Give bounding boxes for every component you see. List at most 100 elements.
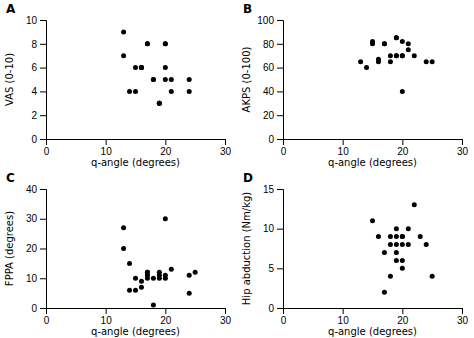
x-tick-label: 20 — [160, 315, 172, 326]
y-tick: 10 — [26, 273, 46, 284]
point — [394, 35, 399, 40]
y-tick: 6 — [31, 62, 46, 73]
point — [400, 234, 405, 239]
y-tick-mark — [40, 115, 46, 116]
y-tick: 5 — [268, 263, 283, 274]
x-tick-label: 20 — [160, 146, 172, 157]
y-tick-mark — [40, 20, 46, 21]
point — [400, 258, 405, 263]
x-tick-label: 10 — [338, 146, 350, 157]
x-tick-label: 30 — [220, 315, 232, 326]
x-tick: 0 — [281, 139, 287, 157]
x-tick-mark — [225, 139, 226, 145]
point — [364, 65, 369, 70]
x-tick: 0 — [44, 139, 50, 157]
y-tick: 100 — [257, 15, 283, 26]
x-tick-label: 10 — [101, 315, 113, 326]
point — [388, 242, 393, 247]
point — [388, 59, 393, 64]
point — [382, 41, 387, 46]
x-tick-mark — [165, 308, 166, 314]
panel-label: C — [6, 171, 15, 185]
y-tick-label: 2 — [31, 110, 37, 121]
point — [133, 89, 138, 94]
y-tick: 0 — [31, 303, 46, 314]
points — [358, 35, 435, 94]
point — [394, 258, 399, 263]
y-tick-mark — [40, 308, 46, 309]
y-axis-title: AKPS (0-100) — [241, 47, 252, 113]
point — [151, 303, 156, 308]
y-tick: 2 — [31, 110, 46, 121]
x-axis: 0 10 20 30 — [281, 139, 469, 157]
point — [394, 35, 399, 40]
point — [418, 234, 423, 239]
x-tick: 20 — [397, 139, 409, 157]
point — [169, 89, 174, 94]
y-tick-label: 10 — [263, 223, 275, 234]
x-tick-label: 30 — [457, 315, 469, 326]
y-tick-label: 15 — [263, 184, 275, 195]
x-tick-mark — [106, 308, 107, 314]
x-tick: 0 — [44, 308, 50, 326]
y-tick: 20 — [26, 243, 46, 254]
point — [394, 53, 399, 58]
point — [430, 274, 435, 279]
point — [151, 77, 156, 82]
point — [127, 261, 132, 266]
y-tick-mark — [277, 91, 283, 92]
x-tick-label: 0 — [281, 315, 287, 326]
point — [406, 226, 411, 231]
point — [400, 89, 405, 94]
point — [394, 226, 399, 231]
x-tick-label: 0 — [44, 146, 50, 157]
y-tick-mark — [40, 139, 46, 140]
y-tick: 0 — [268, 134, 283, 145]
point — [388, 274, 393, 279]
y-tick-mark — [277, 20, 283, 21]
point — [187, 291, 192, 296]
y-tick-label: 0 — [31, 134, 37, 145]
y-tick: 4 — [31, 86, 46, 97]
x-tick-label: 20 — [397, 146, 409, 157]
x-axis-line — [47, 140, 226, 146]
x-axis-title: q-angle (degrees) — [91, 326, 180, 337]
y-tick: 10 — [26, 15, 46, 26]
y-tick-mark — [277, 308, 283, 309]
x-axis: 0 10 20 30 — [44, 308, 232, 326]
y-tick-label: 0 — [268, 134, 274, 145]
point — [169, 77, 174, 82]
x-tick-mark — [402, 308, 403, 314]
point — [139, 279, 144, 284]
point — [382, 250, 387, 255]
points — [121, 29, 192, 105]
point — [121, 246, 126, 251]
point — [400, 266, 405, 271]
points — [121, 216, 198, 307]
y-tick-label: 100 — [257, 15, 274, 26]
y-tick-label: 10 — [26, 273, 38, 284]
y-tick-mark — [277, 115, 283, 116]
y-axis-line — [40, 21, 47, 140]
y-tick-mark — [277, 268, 283, 269]
x-tick: 10 — [101, 139, 113, 157]
x-tick: 30 — [457, 139, 469, 157]
point — [139, 65, 144, 70]
point — [133, 276, 138, 281]
y-tick-label: 5 — [268, 263, 274, 274]
x-axis-title: q-angle (degrees) — [328, 157, 417, 168]
y-tick-label: 30 — [26, 213, 38, 224]
point — [145, 41, 150, 46]
y-tick-mark — [277, 189, 283, 190]
panel: 0102030020406080100q-angle (degrees)AKPS… — [241, 2, 468, 168]
x-tick-label: 30 — [457, 146, 469, 157]
point — [139, 285, 144, 290]
y-tick: 30 — [26, 213, 46, 224]
point — [163, 216, 168, 221]
y-tick: 0 — [31, 134, 46, 145]
y-tick-mark — [40, 91, 46, 92]
x-axis-title: q-angle (degrees) — [91, 157, 180, 168]
panel-label: A — [6, 2, 16, 16]
point — [376, 234, 381, 239]
x-tick-mark — [343, 308, 344, 314]
